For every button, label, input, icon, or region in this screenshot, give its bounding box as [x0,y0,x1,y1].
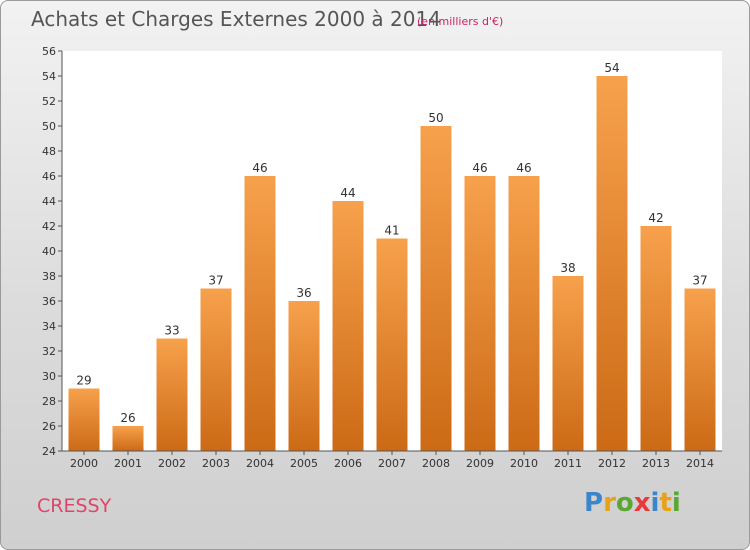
x-tick-label: 2014 [686,457,714,470]
proxiti-logo: Proxiti [584,488,681,518]
x-tick-label: 2001 [114,457,142,470]
chart-unit: (en milliers d'€) [417,15,504,28]
bar-value-label: 29 [76,374,91,388]
logo-letter: t [659,488,672,518]
bar [684,288,716,451]
bar [508,176,540,451]
bar-value-label: 41 [384,224,399,238]
bar [156,338,188,451]
bar [288,301,320,451]
bar-value-label: 46 [472,161,487,175]
x-tick-label: 2005 [290,457,318,470]
x-tick-label: 2000 [70,457,98,470]
bar-value-label: 33 [164,324,179,338]
y-tick-label: 42 [42,220,56,233]
x-tick-label: 2008 [422,457,450,470]
bar-value-label: 38 [560,261,575,275]
y-tick-label: 44 [42,195,56,208]
bar-value-label: 46 [516,161,531,175]
y-tick-label: 52 [42,95,56,108]
x-axis: 2000 2001 2002 2003 2004 2005 2006 2007 2008 2009… [62,450,722,470]
bar [244,176,276,451]
city-name: CRESSY [37,495,112,517]
value-labels-group: 29 26 33 37 46 36 44 41 50 46 46 38 54 42 37 [76,61,707,425]
bar-value-label: 37 [208,274,223,288]
y-tick-label: 32 [42,345,56,358]
bars-group [68,76,716,451]
x-tick-label: 2011 [554,457,582,470]
y-tick-label: 38 [42,270,56,283]
bar-value-label: 44 [340,186,355,200]
x-tick-label: 2006 [334,457,362,470]
x-tick-label: 2013 [642,457,670,470]
bar-value-label: 50 [428,111,443,125]
bar [68,388,100,451]
y-tick-label: 24 [42,445,56,458]
logo-letter: i [650,488,660,518]
x-tick-label: 2009 [466,457,494,470]
bar [112,426,144,451]
y-tick-label: 54 [42,70,56,83]
bar-value-label: 42 [648,211,663,225]
x-tick-label: 2004 [246,457,274,470]
logo-letter: P [584,488,604,518]
x-tick-label: 2007 [378,457,406,470]
bar [376,238,408,451]
x-tick-label: 2010 [510,457,538,470]
x-tick-label: 2012 [598,457,626,470]
y-tick-label: 48 [42,145,56,158]
y-tick-label: 28 [42,395,56,408]
bar [596,76,628,451]
bar-value-label: 26 [120,411,135,425]
x-tick-label: 2002 [158,457,186,470]
bar-value-label: 46 [252,161,267,175]
bar-value-label: 36 [296,286,311,300]
y-tick-label: 46 [42,170,56,183]
chart-title: Achats et Charges Externes 2000 à 2014 [31,7,441,31]
y-tick-label: 56 [42,45,56,58]
logo-letter: r [603,488,616,518]
logo-letter: i [671,488,681,518]
x-tick-label: 2003 [202,457,230,470]
y-axis: 24 26 28 30 32 34 36 38 40 42 44 46 48 50 52 54 56 [42,45,63,458]
bar-value-label: 37 [692,274,707,288]
logo-letter: x [633,488,651,518]
bar [464,176,496,451]
bar [332,201,364,451]
logo-letter: o [615,488,634,518]
y-tick-label: 40 [42,245,56,258]
bar [640,226,672,451]
bar-value-label: 54 [604,61,619,75]
y-tick-label: 26 [42,420,56,433]
y-tick-label: 36 [42,295,56,308]
y-tick-label: 50 [42,120,56,133]
y-tick-label: 30 [42,370,56,383]
bar [420,126,452,451]
y-tick-label: 34 [42,320,56,333]
bar [552,276,584,451]
bar [200,288,232,451]
